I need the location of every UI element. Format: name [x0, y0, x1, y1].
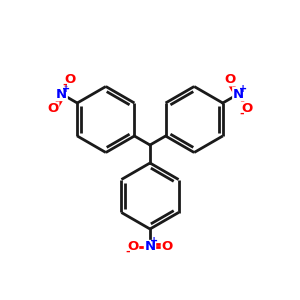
Text: -: - — [63, 79, 68, 89]
Text: +: + — [62, 83, 70, 94]
Text: N: N — [144, 241, 156, 254]
Text: -: - — [126, 247, 130, 257]
Text: +: + — [150, 236, 159, 247]
Text: O: O — [64, 73, 76, 86]
Text: +: + — [239, 83, 247, 94]
Text: O: O — [47, 102, 59, 115]
Text: O: O — [128, 241, 139, 254]
Text: -: - — [239, 109, 244, 119]
Text: N: N — [233, 88, 244, 100]
Text: O: O — [241, 102, 253, 115]
Text: N: N — [56, 88, 67, 100]
Text: O: O — [161, 241, 172, 254]
Text: O: O — [224, 73, 236, 86]
